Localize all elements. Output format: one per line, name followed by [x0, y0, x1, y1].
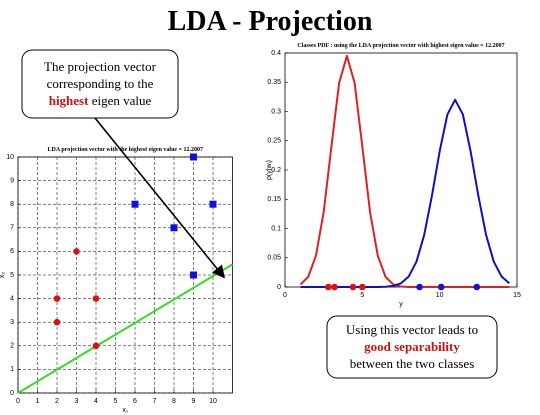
y-axis-label: x₂ [0, 272, 6, 279]
callout-text: eigen value [92, 93, 152, 108]
data-point [131, 200, 139, 208]
y-tick-label: 10 [6, 154, 14, 161]
data-point [190, 271, 197, 279]
y-tick-label: 0.2 [271, 167, 281, 174]
x-tick-label: 0 [283, 292, 287, 299]
x-tick-label: 5 [114, 398, 118, 405]
chart-title: LDA projection vector with the highest e… [47, 147, 203, 153]
y-tick-label: 0.3 [271, 108, 281, 115]
y-tick-label: 0.4 [271, 50, 281, 57]
callout-box [21, 49, 179, 119]
x-tick-label: 6 [133, 398, 137, 405]
x-tick-label: 2 [55, 398, 59, 405]
y-tick-label: 0 [10, 390, 14, 397]
data-point [53, 318, 61, 326]
x-tick-label: 4 [94, 398, 98, 405]
x-axis-label: x₁ [122, 407, 129, 414]
y-tick-label: 6 [10, 248, 14, 255]
x-tick-label: 10 [209, 398, 217, 405]
y-tick-label: 4 [10, 295, 14, 302]
x-tick-label: 1 [36, 398, 40, 405]
y-tick-label: 0.15 [267, 196, 281, 203]
callout-text: corresponding to the [47, 76, 154, 91]
x-tick-label: 15 [513, 292, 521, 299]
callout-text: Using this vector leads to [346, 322, 478, 337]
data-point [53, 295, 61, 302]
data-point [331, 283, 338, 291]
data-line [17, 263, 234, 394]
callout-text: The projection vector [44, 59, 157, 74]
y-tick-label: 0.05 [267, 255, 281, 262]
y-tick-label: 2 [10, 343, 14, 350]
y-tick-label: 1 [10, 366, 14, 373]
callout-text: between the two classes [350, 356, 475, 371]
data-point [437, 283, 445, 291]
data-point [416, 283, 423, 291]
x-tick-label: 9 [192, 398, 196, 405]
data-point [73, 248, 80, 255]
y-tick-label: 0 [277, 284, 281, 291]
callout-text: highest eigen value [49, 93, 152, 108]
y-tick-label: 8 [10, 201, 14, 208]
x-tick-label: 8 [172, 398, 176, 405]
slide-title: LDA - Projection [168, 6, 373, 37]
callout-box [326, 315, 498, 379]
x-tick-label: 10 [436, 292, 444, 299]
x-axis-label: y [399, 301, 403, 308]
data-point [209, 200, 217, 208]
y-tick-label: 0.25 [267, 138, 281, 145]
y-axis-label: p(y|wᵢ) [266, 160, 273, 180]
x-tick-label: 5 [360, 292, 364, 299]
plot-area [284, 52, 518, 288]
data-point [190, 153, 197, 161]
data-point [359, 283, 366, 291]
callout-highlight: highest [49, 93, 89, 108]
y-tick-label: 3 [10, 319, 14, 326]
y-tick-label: 7 [10, 225, 14, 232]
y-tick-label: 0.35 [267, 79, 281, 86]
callout-highlight: good separability [364, 339, 460, 354]
data-point [473, 283, 481, 291]
arrow [94, 117, 226, 279]
y-tick-label: 0.1 [271, 225, 281, 232]
chart-title: Classes PDF : using the LDA projection v… [297, 43, 504, 49]
x-tick-label: 0 [16, 398, 20, 405]
x-tick-label: 3 [75, 398, 79, 405]
data-point [325, 283, 332, 291]
data-point [349, 283, 357, 291]
data-point [170, 224, 178, 232]
y-tick-label: 9 [10, 177, 14, 184]
x-tick-label: 7 [153, 398, 157, 405]
data-point [92, 342, 100, 350]
data-point [92, 295, 100, 302]
y-tick-label: 5 [10, 272, 14, 279]
